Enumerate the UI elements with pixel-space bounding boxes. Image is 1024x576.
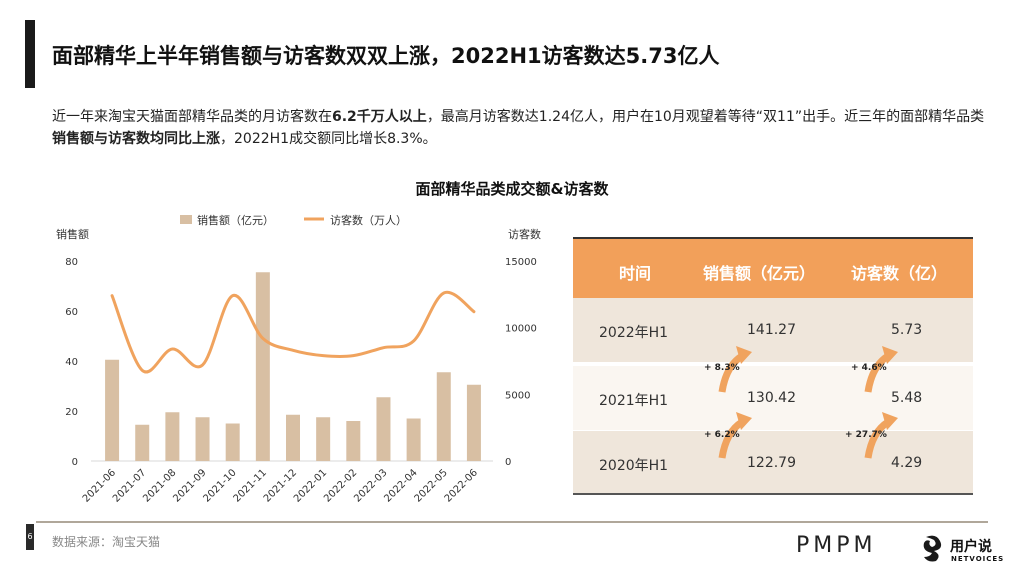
- table-bottom-rule: [573, 493, 973, 495]
- sales-bar: [105, 359, 120, 461]
- header-visitors: 访客数（亿）: [851, 264, 948, 283]
- sales-bar: [286, 414, 300, 461]
- left-axis-label: 销售额: [56, 227, 89, 241]
- sales-bar: [376, 397, 391, 461]
- row-period: 2022年H1: [599, 325, 669, 341]
- sales-bar: [165, 412, 180, 461]
- row-visitors: 5.73: [891, 322, 923, 338]
- left-tick-label: 0: [72, 457, 78, 468]
- legend-swatch-sales: [180, 215, 192, 224]
- slide-title: 面部精华上半年销售额与访客数双双上涨，2022H1访客数达5.73亿人: [52, 44, 720, 68]
- table-header: 时间 销售额（亿元） 访客数（亿）: [573, 239, 973, 301]
- title-accent-bar: [25, 20, 35, 88]
- right-tick-label: 15000: [505, 257, 537, 268]
- sales-bar: [466, 384, 481, 461]
- legend-label-sales: 销售额（亿元）: [197, 213, 274, 227]
- right-axis-label: 访客数: [508, 227, 541, 241]
- table-row: 2020年H1 122.79 4.29: [573, 431, 973, 495]
- summary-text: 近一年来淘宝天猫面部精华品类的月访客数在: [52, 109, 332, 125]
- row-sales: 122.79: [747, 455, 796, 471]
- right-tick-label: 10000: [505, 324, 537, 335]
- left-tick-label: 40: [65, 357, 78, 368]
- footer-rule: [36, 521, 988, 523]
- left-tick-label: 20: [65, 407, 78, 418]
- summary-emphasis: 销售额与访客数均同比上涨: [52, 131, 220, 147]
- left-tick-label: 60: [65, 307, 78, 318]
- sales-bar: [436, 372, 451, 461]
- row-sales: 141.27: [747, 322, 796, 338]
- sales-bar: [255, 272, 270, 461]
- row-sales: 130.42: [747, 390, 796, 406]
- brand-subtitle: NETVOICES: [951, 555, 1005, 563]
- summary-text: ，最高月访客数达1.24亿人，用户在10月观望着等待“双11”出手。近三年的面部…: [426, 109, 985, 125]
- pmpm-logo: PMPM: [796, 533, 877, 558]
- summary-paragraph: 近一年来淘宝天猫面部精华品类的月访客数在6.2千万人以上，最高月访客数达1.24…: [52, 106, 992, 150]
- sales-bar: [346, 421, 361, 461]
- header-period: 时间: [619, 264, 652, 283]
- growth-label: + 6.2%: [704, 430, 740, 440]
- growth-label: + 27.7%: [845, 430, 887, 440]
- left-tick-label: 80: [65, 257, 78, 268]
- right-tick-label: 0: [505, 457, 511, 468]
- netvoices-logo-icon: [923, 535, 942, 562]
- growth-label: + 4.6%: [851, 363, 887, 373]
- growth-arrow-icon: [718, 412, 752, 459]
- page-number: 6: [26, 524, 34, 550]
- brand-name: 用户说: [950, 539, 992, 555]
- sales-bar: [316, 417, 331, 461]
- row-period: 2021年H1: [599, 393, 669, 409]
- table-row: 2022年H1 141.27 5.73: [573, 298, 973, 362]
- sales-bar: [406, 418, 421, 461]
- growth-arrow-icon: [864, 412, 898, 459]
- summary-table-top: 时间 销售额（亿元） 访客数（亿）: [573, 237, 973, 495]
- summary-text: ，2022H1成交额同比增长8.3%。: [220, 131, 437, 147]
- chart-title: 面部精华品类成交额&访客数: [415, 180, 609, 198]
- table-row: 2021年H1 130.42 5.48: [573, 366, 973, 430]
- sales-bar: [135, 424, 150, 461]
- growth-arrow-icon: [864, 346, 898, 393]
- sales-bar: [195, 417, 210, 461]
- header-sales: 销售额（亿元）: [703, 264, 816, 283]
- right-tick-label: 5000: [505, 390, 530, 401]
- row-visitors: 5.48: [891, 390, 923, 406]
- table-top-rule: [573, 237, 973, 239]
- summary-emphasis: 6.2千万人以上: [332, 109, 427, 125]
- sales-bar: [225, 423, 240, 461]
- growth-arrow-icon: [718, 346, 752, 393]
- legend-label-visitors: 访客数（万人）: [330, 213, 407, 227]
- growth-label: + 8.3%: [704, 363, 740, 373]
- row-period: 2020年H1: [599, 458, 669, 474]
- row-visitors: 4.29: [891, 455, 923, 471]
- source-note: 数据来源：淘宝天猫: [52, 535, 161, 549]
